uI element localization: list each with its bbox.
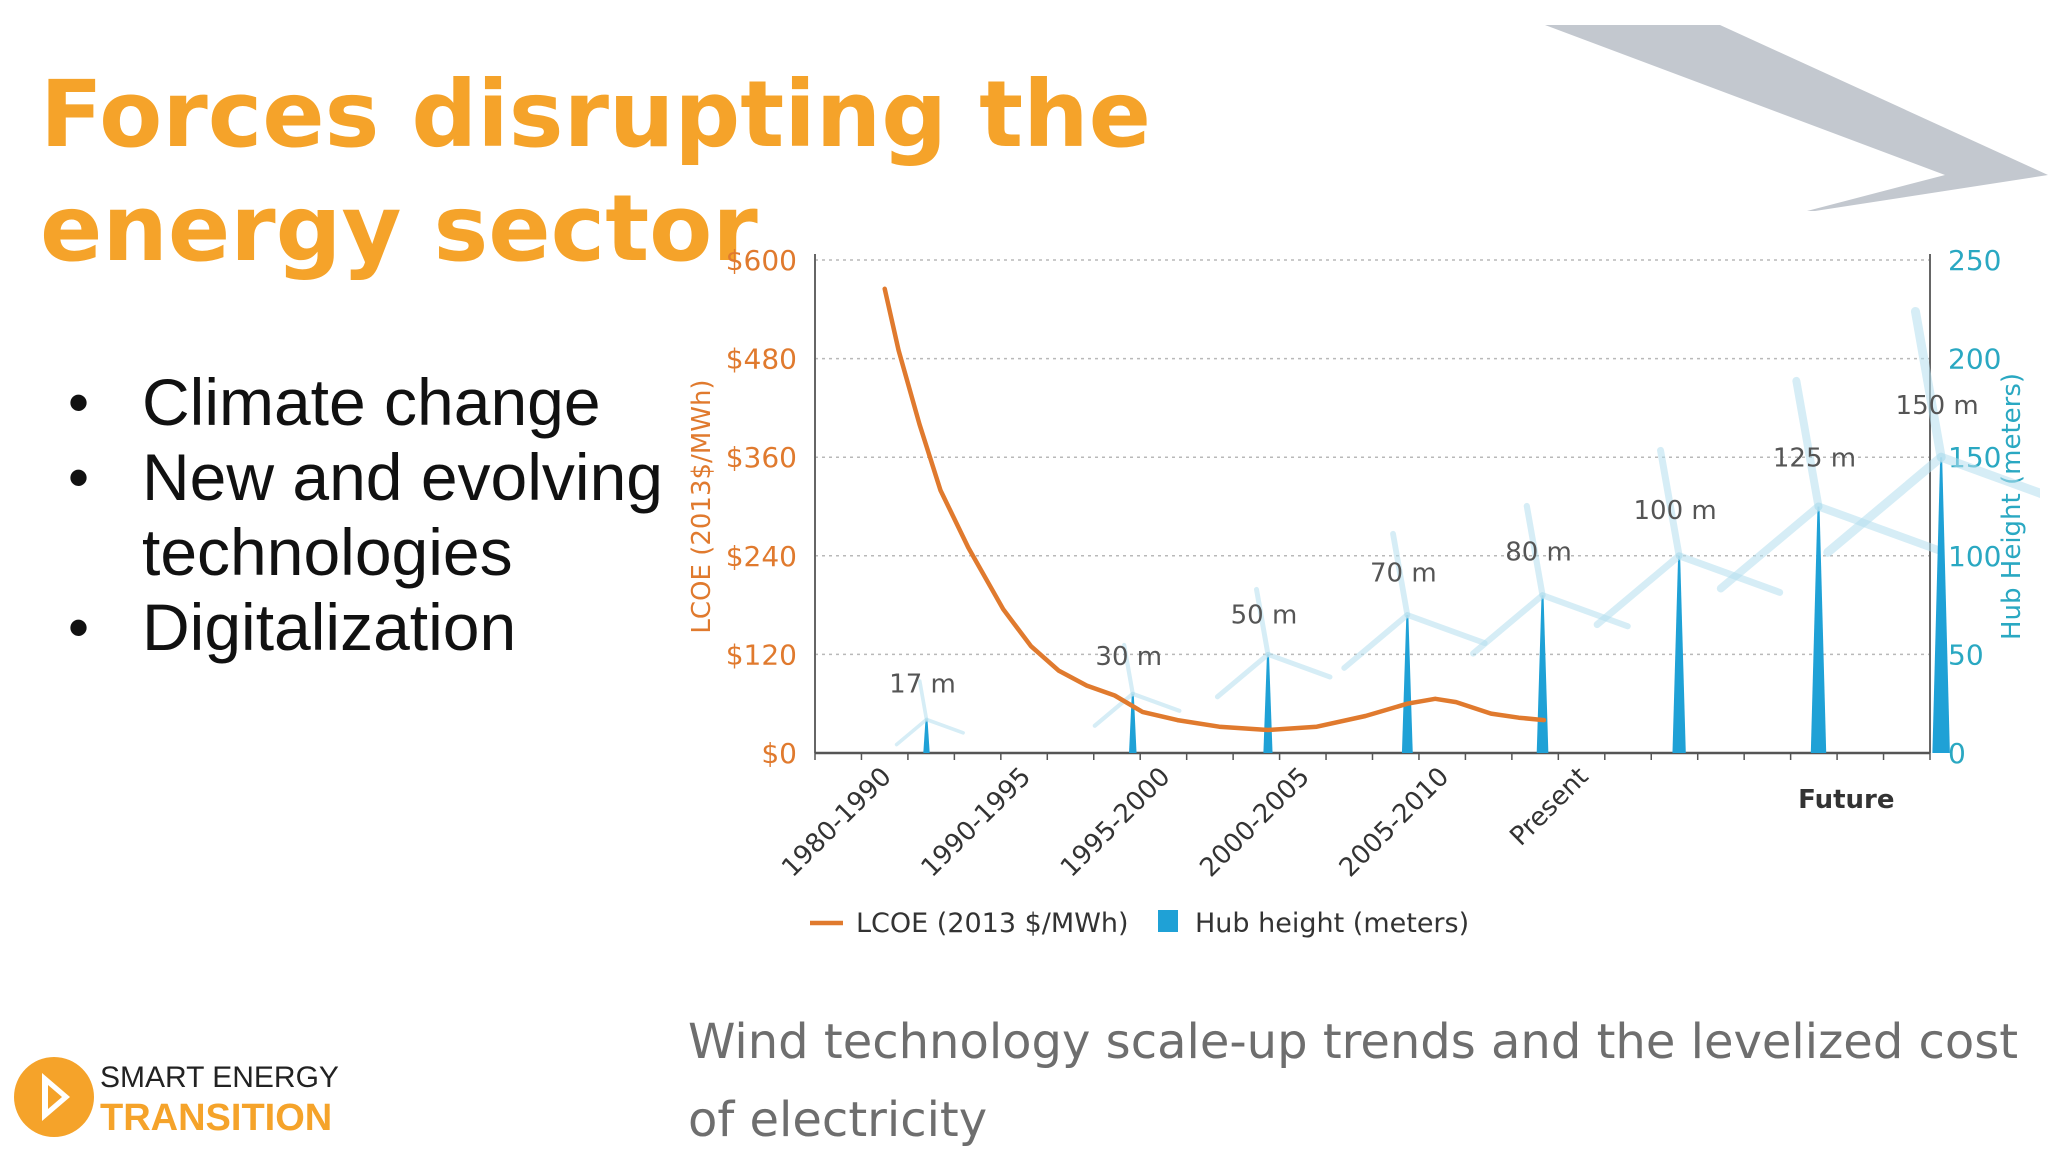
chart-caption: Wind technology scale-up trends and the … xyxy=(688,1014,2019,1148)
turbine-blade xyxy=(1657,446,1683,560)
lcoe-series-line xyxy=(882,286,1547,733)
x-tick-label: 1995-2000 xyxy=(1055,762,1176,883)
turbine-blade xyxy=(1539,592,1631,630)
y-left-axis-title: LCOE (2013$/MWh) xyxy=(687,379,717,633)
bullet-item: Digitalization xyxy=(62,590,682,665)
bullet-item: Climate change xyxy=(62,365,682,440)
turbine-blade xyxy=(1254,586,1271,657)
logo-line-1: SMART ENERGY xyxy=(100,1061,339,1094)
logo-line-2: TRANSITION xyxy=(100,1097,333,1139)
turbine-blade xyxy=(1404,612,1488,647)
turbine-blade xyxy=(1265,651,1333,680)
turbine-blade xyxy=(1122,642,1135,696)
hub-height-bar xyxy=(1401,614,1413,753)
bullet-list: Climate change New and evolving technolo… xyxy=(62,365,682,665)
turbine-blade xyxy=(1390,530,1411,618)
x-tick-label: 1990-1995 xyxy=(916,762,1037,883)
y-left-tick-label: $240 xyxy=(726,540,797,573)
hub-height-bar xyxy=(1129,693,1137,753)
hub-height-bar xyxy=(1263,654,1273,753)
x-tick-label: 2000-2005 xyxy=(1194,762,1315,883)
hub-height-label: 30 m xyxy=(1095,642,1162,672)
turbine-blade xyxy=(894,717,929,747)
logo-text: SMART ENERGY TRANSITION xyxy=(100,1060,339,1140)
y-left-tick-label: $600 xyxy=(726,244,797,277)
turbine-blade xyxy=(1214,651,1271,700)
logo-icon xyxy=(14,1057,94,1137)
turbine-blade xyxy=(1675,552,1784,596)
hub-height-label: 50 m xyxy=(1231,600,1298,630)
hub-height-label: 150 m xyxy=(1896,391,1979,421)
turbine-blade xyxy=(1910,306,1946,462)
turbine-blade xyxy=(1130,691,1182,713)
y-right-tick-label: 100 xyxy=(1948,540,2001,573)
legend-label-lcoe: LCOE (2013 $/MWh) xyxy=(856,908,1129,939)
turbine-blade xyxy=(1716,502,1823,593)
turbine-blade xyxy=(1823,452,1946,557)
hub-height-label: 70 m xyxy=(1370,559,1437,589)
hub-height-label: 125 m xyxy=(1773,444,1856,474)
hub-height-bar xyxy=(1672,555,1686,753)
x-tick-label: Present xyxy=(1504,762,1594,852)
turbine-blade xyxy=(1523,502,1546,599)
turbine-blade xyxy=(924,717,965,735)
hub-height-label: 100 m xyxy=(1634,496,1717,526)
turbine-blade xyxy=(1936,452,2040,498)
y-right-tick-label: 50 xyxy=(1948,638,1984,671)
x-tick-label: 1980-1990 xyxy=(776,762,897,883)
hub-height-label: 17 m xyxy=(889,669,956,699)
turbine-blade xyxy=(1341,612,1411,671)
hub-height-bar xyxy=(1810,506,1827,753)
turbine-blade xyxy=(1792,376,1823,511)
turbine-blade xyxy=(1814,502,1943,555)
x-tick-label: Future xyxy=(1798,785,1894,815)
x-tick-label: 2005-2010 xyxy=(1334,762,1455,883)
legend-label-hub-height: Hub height (meters) xyxy=(1195,908,1469,939)
hub-height-label: 80 m xyxy=(1505,538,1572,568)
chevron-shape xyxy=(1545,25,2048,211)
hub-height-bar xyxy=(1536,595,1549,753)
wind-lcoe-chart: $0$120$240$360$480$600050100150200250LCO… xyxy=(687,244,2040,939)
y-right-tick-label: 200 xyxy=(1948,343,2001,376)
hub-height-bar xyxy=(1932,457,1950,753)
y-right-tick-label: 250 xyxy=(1948,244,2001,277)
slide-title: Forces disrupting the energy sector xyxy=(40,61,1152,282)
legend-bar-swatch xyxy=(1158,910,1178,932)
y-left-tick-label: $0 xyxy=(761,737,797,770)
hub-height-bar xyxy=(923,719,930,753)
turbine-blade xyxy=(1593,552,1683,629)
chevron-arrow-icon xyxy=(1545,25,2048,211)
y-left-tick-label: $360 xyxy=(726,441,797,474)
turbine-blade xyxy=(1470,592,1546,657)
y-right-tick-label: 0 xyxy=(1948,737,1966,770)
turbine-blade xyxy=(1092,691,1135,728)
bullet-item: New and evolving technologies xyxy=(62,440,682,590)
y-left-tick-label: $120 xyxy=(726,638,797,671)
y-left-tick-label: $480 xyxy=(726,343,797,376)
y-right-axis-title: Hub Height (meters) xyxy=(1997,373,2027,640)
turbine-blade xyxy=(917,679,929,722)
